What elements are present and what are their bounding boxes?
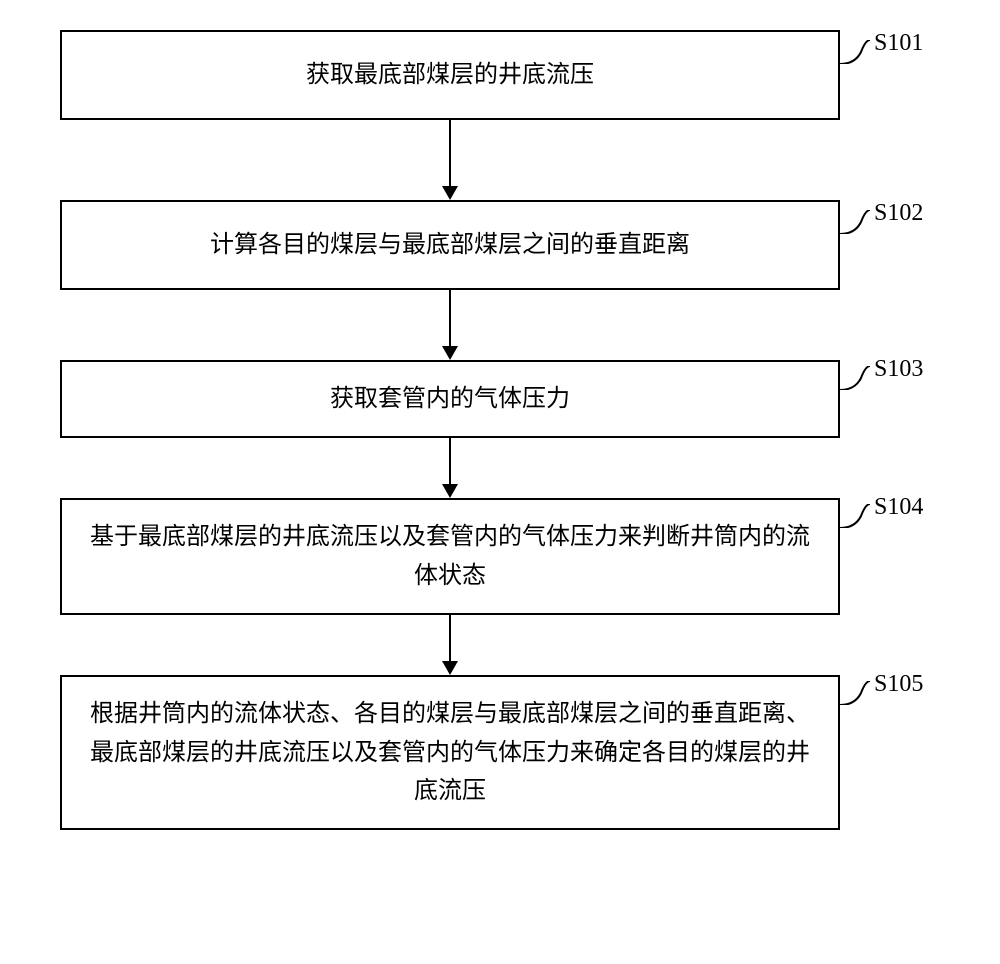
arrow-head-icon [442,186,458,200]
step-label: S104 [874,494,923,521]
arrow-line [449,120,451,188]
step-label: S105 [874,671,923,698]
flow-arrow [60,438,840,498]
arrow-line [449,290,451,348]
flow-step-row: 获取套管内的气体压力S103 [60,360,940,438]
flow-step-box: 基于最底部煤层的井底流压以及套管内的气体压力来判断井筒内的流体状态 [60,498,840,615]
step-label: S101 [874,30,923,57]
step-bracket [840,366,870,395]
flow-step-box: 计算各目的煤层与最底部煤层之间的垂直距离 [60,200,840,290]
flow-step-row: 基于最底部煤层的井底流压以及套管内的气体压力来判断井筒内的流体状态S104 [60,498,940,615]
arrow-line [449,438,451,486]
step-bracket [840,504,870,533]
flow-step-text: 基于最底部煤层的井底流压以及套管内的气体压力来判断井筒内的流体状态 [82,518,818,595]
flow-step-box: 获取套管内的气体压力 [60,360,840,438]
arrow-line [449,615,451,663]
flowchart-container: 获取最底部煤层的井底流压 S101 计算各目的煤层与最底部煤层之间的垂直距离 S102… [60,30,940,830]
flow-arrow [60,120,840,200]
flow-step-text: 根据井筒内的流体状态、各目的煤层与最底部煤层之间的垂直距离、最底部煤层的井底流压… [82,695,818,810]
arrow-head-icon [442,661,458,675]
step-label: S103 [874,356,923,383]
flow-step-box: 根据井筒内的流体状态、各目的煤层与最底部煤层之间的垂直距离、最底部煤层的井底流压… [60,675,840,830]
step-label: S102 [874,200,923,227]
flow-step-text: 获取最底部煤层的井底流压 [306,56,594,94]
flow-step-row: 根据井筒内的流体状态、各目的煤层与最底部煤层之间的垂直距离、最底部煤层的井底流压… [60,675,940,830]
flow-arrow [60,290,840,360]
flow-step-box: 获取最底部煤层的井底流压 [60,30,840,120]
flow-step-text: 获取套管内的气体压力 [330,380,570,418]
flow-arrow [60,615,840,675]
flow-step-text: 计算各目的煤层与最底部煤层之间的垂直距离 [210,226,690,264]
arrow-head-icon [442,484,458,498]
flow-step-row: 获取最底部煤层的井底流压 S101 [60,30,940,120]
flow-step-row: 计算各目的煤层与最底部煤层之间的垂直距离 S102 [60,200,940,290]
arrow-head-icon [442,346,458,360]
step-bracket [840,210,870,239]
step-bracket [840,40,870,69]
step-bracket [840,681,870,710]
